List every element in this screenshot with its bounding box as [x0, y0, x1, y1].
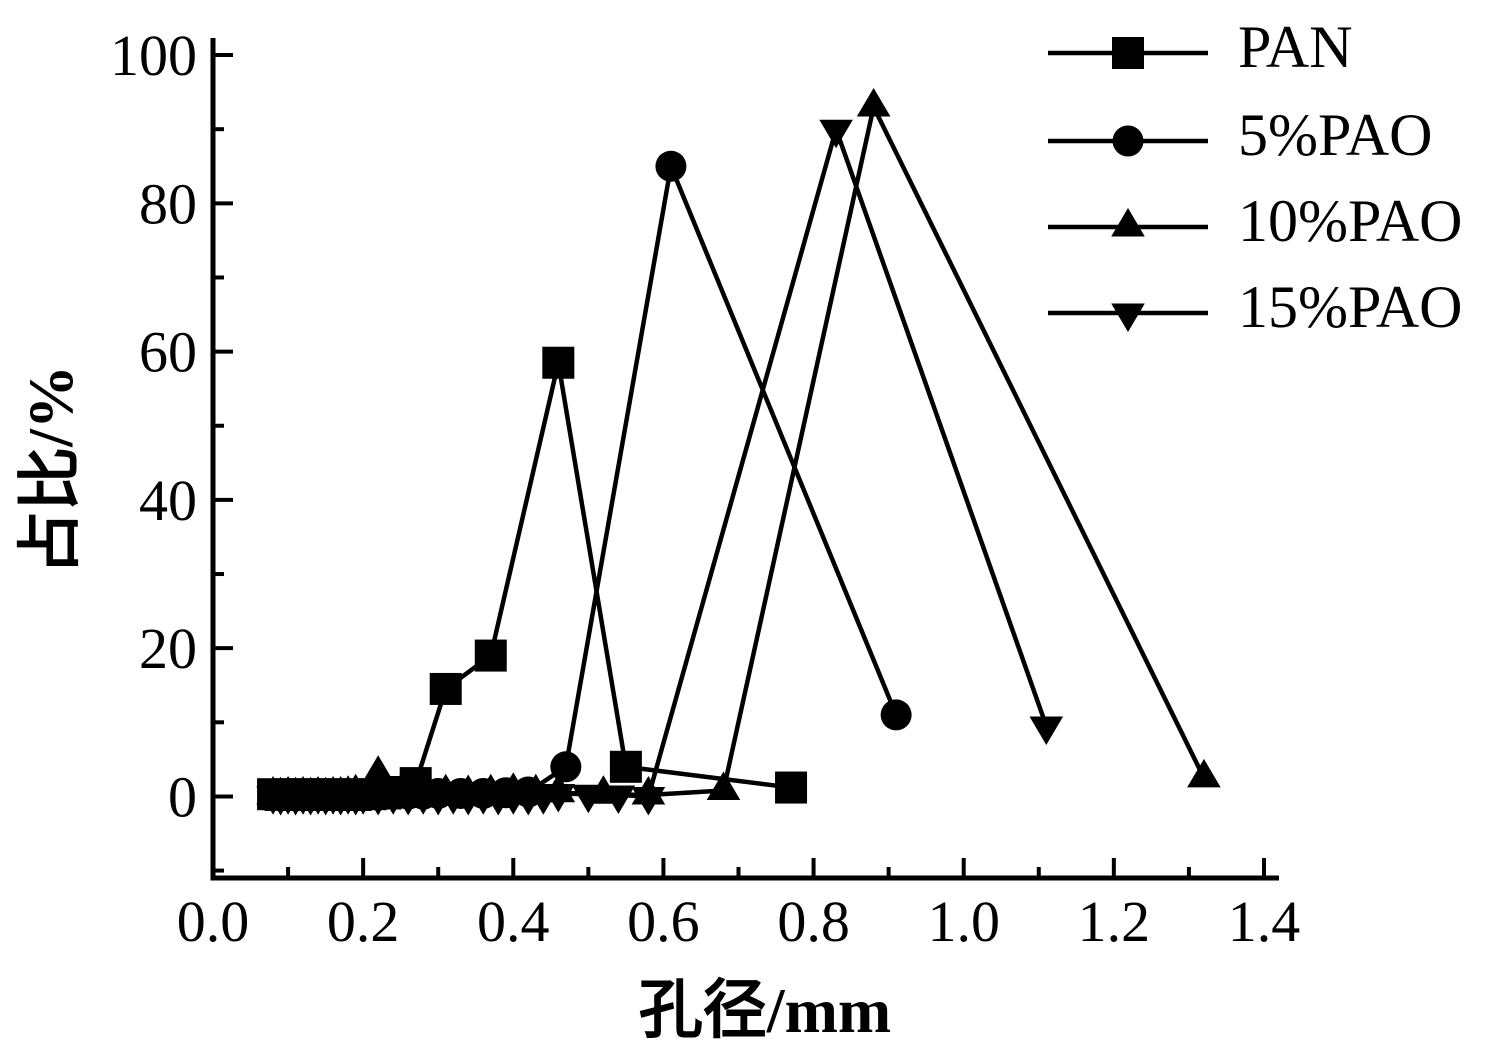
triangle-up-marker [1111, 208, 1145, 237]
legend: PAN 5%PAO 10%PAO 15%PAO [1048, 14, 1463, 340]
y-tick-label: 20 [139, 616, 197, 681]
legend-item-PAN: PAN [1048, 14, 1353, 80]
legend-label: PAN [1238, 14, 1353, 80]
square-marker [474, 639, 507, 672]
circle-marker [1112, 125, 1144, 157]
legend-item-10pctPAO: 10%PAO [1048, 188, 1463, 254]
triangle-down-marker [1111, 303, 1145, 332]
triangle-down-marker [819, 119, 853, 149]
triangle-up-marker [706, 771, 741, 801]
square-marker [775, 771, 808, 804]
legend-label: 15%PAO [1238, 274, 1463, 340]
triangle-down-marker [1029, 716, 1064, 746]
triangle-up-marker [856, 87, 891, 117]
legend-label: 10%PAO [1238, 188, 1463, 254]
x-tick-label: 0.8 [777, 889, 850, 954]
square-marker [429, 672, 462, 705]
x-tick-label: 0.6 [627, 889, 700, 954]
triangle-down-marker [571, 784, 606, 814]
triangle-up-marker [1187, 758, 1221, 788]
triangle-down-marker [541, 783, 576, 813]
series-10pctPAO [256, 87, 1221, 806]
x-axis-label: 孔径/mm [639, 975, 891, 1046]
triangle-up-marker [361, 755, 395, 784]
axes: 0.0 0.2 0.4 0.6 0.8 1.0 1.2 1.4 0 20 40 60 80 100 孔径/m… [15, 23, 1300, 1046]
series-5pctPAO [257, 150, 912, 812]
triangle-down-marker [631, 786, 666, 816]
series-15pctPAO [256, 119, 1064, 816]
y-tick-label: 60 [139, 320, 197, 385]
series-line [272, 360, 792, 798]
y-tick-label: 100 [110, 23, 197, 88]
x-tick-label: 1.0 [927, 889, 1000, 954]
x-tick-label: 0.2 [327, 889, 400, 954]
y-tick-label: 80 [139, 171, 197, 236]
legend-item-5pctPAO: 5%PAO [1048, 102, 1433, 168]
circle-marker [655, 150, 687, 182]
series-line [272, 104, 1206, 798]
square-marker [609, 750, 642, 783]
y-axis-label: 占比/% [15, 365, 86, 575]
x-tick-label: 0.4 [477, 889, 550, 954]
series-line [272, 164, 899, 798]
x-tick-label: 0.0 [177, 889, 250, 954]
legend-label: 5%PAO [1238, 102, 1433, 168]
y-tick-label: 40 [139, 468, 197, 533]
circle-marker [550, 751, 582, 783]
x-tick-label: 1.2 [1078, 889, 1151, 954]
square-marker [542, 346, 575, 379]
square-marker [1112, 37, 1144, 69]
legend-item-15pctPAO: 15%PAO [1048, 274, 1463, 340]
circle-marker [880, 699, 912, 731]
x-tick-label: 1.4 [1228, 889, 1301, 954]
series-PAN [257, 346, 808, 811]
triangle-down-marker [601, 785, 636, 814]
y-tick-label: 0 [168, 764, 197, 829]
